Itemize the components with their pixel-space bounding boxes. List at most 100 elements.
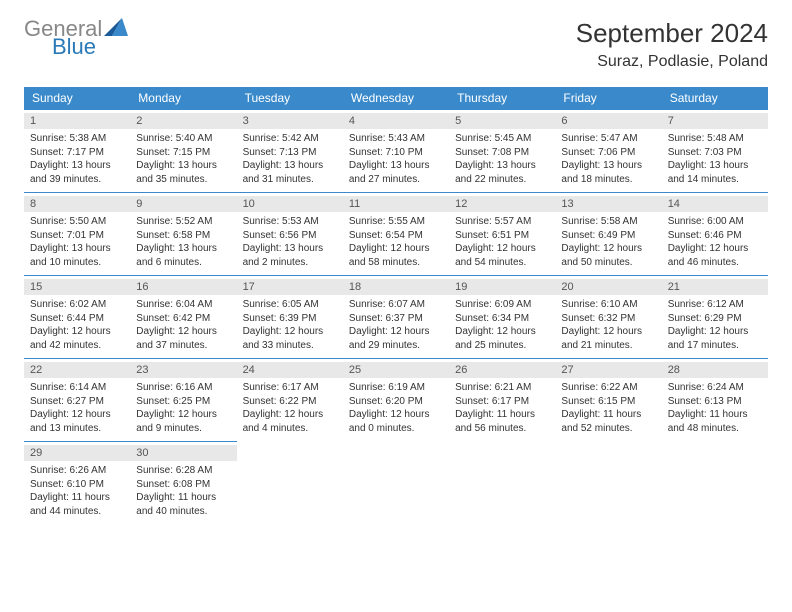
day-number: 27	[555, 362, 661, 378]
day-info: Sunrise: 6:24 AMSunset: 6:13 PMDaylight:…	[668, 381, 762, 435]
calendar-body: 1 Sunrise: 5:38 AMSunset: 7:17 PMDaylight…	[24, 110, 768, 525]
day-cell: 12 Sunrise: 5:57 AMSunset: 6:51 PMDayligh…	[449, 193, 555, 276]
day-info: Sunrise: 6:19 AMSunset: 6:20 PMDaylight:…	[349, 381, 443, 435]
day-number: 24	[237, 362, 343, 378]
day-cell: 9 Sunrise: 5:52 AMSunset: 6:58 PMDaylight…	[130, 193, 236, 276]
day-cell	[555, 442, 661, 525]
day-number: 19	[449, 279, 555, 295]
day-cell: 29 Sunrise: 6:26 AMSunset: 6:10 PMDayligh…	[24, 442, 130, 525]
week-row: 15 Sunrise: 6:02 AMSunset: 6:44 PMDayligh…	[24, 276, 768, 359]
day-number: 15	[24, 279, 130, 295]
day-info: Sunrise: 5:43 AMSunset: 7:10 PMDaylight:…	[349, 132, 443, 186]
day-info: Sunrise: 5:42 AMSunset: 7:13 PMDaylight:…	[243, 132, 337, 186]
day-cell: 2 Sunrise: 5:40 AMSunset: 7:15 PMDaylight…	[130, 110, 236, 193]
day-header: Saturday	[662, 87, 768, 110]
day-cell: 20Sunrise: 6:10 AMSunset: 6:32 PMDayligh…	[555, 276, 661, 359]
day-cell	[662, 442, 768, 525]
day-info: Sunrise: 5:45 AMSunset: 7:08 PMDaylight:…	[455, 132, 549, 186]
week-row: 29 Sunrise: 6:26 AMSunset: 6:10 PMDayligh…	[24, 442, 768, 525]
day-info: Sunrise: 6:12 AMSunset: 6:29 PMDaylight:…	[668, 298, 762, 352]
day-cell: 19 Sunrise: 6:09 AMSunset: 6:34 PMDayligh…	[449, 276, 555, 359]
month-title: September 2024	[576, 18, 768, 49]
day-info: Sunrise: 5:58 AMSunset: 6:49 PMDaylight:…	[561, 215, 655, 269]
day-info: Sunrise: 5:38 AMSunset: 7:17 PMDaylight:…	[30, 132, 124, 186]
day-number: 6	[555, 113, 661, 129]
day-number: 28	[662, 362, 768, 378]
day-number: 29	[24, 445, 130, 461]
day-cell: 22 Sunrise: 6:14 AMSunset: 6:27 PMDayligh…	[24, 359, 130, 442]
header-region: General Blue September 2024 Suraz, Podla…	[24, 18, 768, 71]
day-cell	[449, 442, 555, 525]
day-cell: 13 Sunrise: 5:58 AMSunset: 6:49 PMDayligh…	[555, 193, 661, 276]
day-number: 9	[130, 196, 236, 212]
day-info: Sunrise: 5:52 AMSunset: 6:58 PMDaylight:…	[136, 215, 230, 269]
day-number: 12	[449, 196, 555, 212]
day-info: Sunrise: 6:07 AMSunset: 6:37 PMDaylight:…	[349, 298, 443, 352]
location-text: Suraz, Podlasie, Poland	[576, 53, 768, 71]
day-info: Sunrise: 6:17 AMSunset: 6:22 PMDaylight:…	[243, 381, 337, 435]
day-cell: 3Sunrise: 5:42 AMSunset: 7:13 PMDaylight…	[237, 110, 343, 193]
day-info: Sunrise: 6:14 AMSunset: 6:27 PMDaylight:…	[30, 381, 124, 435]
day-info: Sunrise: 6:02 AMSunset: 6:44 PMDaylight:…	[30, 298, 124, 352]
day-header: Monday	[130, 87, 236, 110]
day-number: 5	[449, 113, 555, 129]
day-cell: 7 Sunrise: 5:48 AMSunset: 7:03 PMDaylight…	[662, 110, 768, 193]
day-header: Tuesday	[237, 87, 343, 110]
day-number: 16	[130, 279, 236, 295]
day-info: Sunrise: 6:26 AMSunset: 6:10 PMDaylight:…	[30, 464, 124, 518]
day-cell	[237, 442, 343, 525]
day-cell: 5 Sunrise: 5:45 AMSunset: 7:08 PMDaylight…	[449, 110, 555, 193]
day-cell: 11 Sunrise: 5:55 AMSunset: 6:54 PMDayligh…	[343, 193, 449, 276]
day-cell: 6 Sunrise: 5:47 AMSunset: 7:06 PMDaylight…	[555, 110, 661, 193]
day-cell: 30Sunrise: 6:28 AMSunset: 6:08 PMDayligh…	[130, 442, 236, 525]
day-info: Sunrise: 5:53 AMSunset: 6:56 PMDaylight:…	[243, 215, 337, 269]
day-info: Sunrise: 6:28 AMSunset: 6:08 PMDaylight:…	[136, 464, 230, 518]
day-info: Sunrise: 5:47 AMSunset: 7:06 PMDaylight:…	[561, 132, 655, 186]
day-header: Thursday	[449, 87, 555, 110]
day-number: 10	[237, 196, 343, 212]
day-header: Sunday	[24, 87, 130, 110]
day-number: 23	[130, 362, 236, 378]
day-cell: 21 Sunrise: 6:12 AMSunset: 6:29 PMDayligh…	[662, 276, 768, 359]
day-cell: 8Sunrise: 5:50 AMSunset: 7:01 PMDaylight…	[24, 193, 130, 276]
day-number: 17	[237, 279, 343, 295]
day-number: 2	[130, 113, 236, 129]
day-number: 8	[24, 196, 130, 212]
week-row: 1 Sunrise: 5:38 AMSunset: 7:17 PMDaylight…	[24, 110, 768, 193]
day-cell: 4Sunrise: 5:43 AMSunset: 7:10 PMDaylight…	[343, 110, 449, 193]
day-header-row: SundayMondayTuesdayWednesdayThursdayFrid…	[24, 87, 768, 110]
day-cell: 1 Sunrise: 5:38 AMSunset: 7:17 PMDaylight…	[24, 110, 130, 193]
day-number: 25	[343, 362, 449, 378]
day-cell: 24 Sunrise: 6:17 AMSunset: 6:22 PMDayligh…	[237, 359, 343, 442]
day-number: 18	[343, 279, 449, 295]
day-number: 21	[662, 279, 768, 295]
day-info: Sunrise: 6:00 AMSunset: 6:46 PMDaylight:…	[668, 215, 762, 269]
day-number: 7	[662, 113, 768, 129]
day-info: Sunrise: 5:40 AMSunset: 7:15 PMDaylight:…	[136, 132, 230, 186]
day-cell: 28 Sunrise: 6:24 AMSunset: 6:13 PMDayligh…	[662, 359, 768, 442]
day-number: 26	[449, 362, 555, 378]
day-number: 13	[555, 196, 661, 212]
day-info: Sunrise: 6:21 AMSunset: 6:17 PMDaylight:…	[455, 381, 549, 435]
day-info: Sunrise: 6:16 AMSunset: 6:25 PMDaylight:…	[136, 381, 230, 435]
day-cell: 10 Sunrise: 5:53 AMSunset: 6:56 PMDayligh…	[237, 193, 343, 276]
day-cell: 26 Sunrise: 6:21 AMSunset: 6:17 PMDayligh…	[449, 359, 555, 442]
day-info: Sunrise: 5:57 AMSunset: 6:51 PMDaylight:…	[455, 215, 549, 269]
day-cell: 16 Sunrise: 6:04 AMSunset: 6:42 PMDayligh…	[130, 276, 236, 359]
day-cell	[343, 442, 449, 525]
day-number: 14	[662, 196, 768, 212]
day-info: Sunrise: 6:05 AMSunset: 6:39 PMDaylight:…	[243, 298, 337, 352]
day-header: Wednesday	[343, 87, 449, 110]
day-info: Sunrise: 6:09 AMSunset: 6:34 PMDaylight:…	[455, 298, 549, 352]
day-number: 20	[555, 279, 661, 295]
day-cell: 27Sunrise: 6:22 AMSunset: 6:15 PMDayligh…	[555, 359, 661, 442]
logo-word2: Blue	[52, 36, 128, 58]
day-number: 22	[24, 362, 130, 378]
day-info: Sunrise: 6:04 AMSunset: 6:42 PMDaylight:…	[136, 298, 230, 352]
day-number: 1	[24, 113, 130, 129]
day-info: Sunrise: 5:55 AMSunset: 6:54 PMDaylight:…	[349, 215, 443, 269]
day-info: Sunrise: 5:48 AMSunset: 7:03 PMDaylight:…	[668, 132, 762, 186]
day-number: 11	[343, 196, 449, 212]
calendar-table: SundayMondayTuesdayWednesdayThursdayFrid…	[24, 87, 768, 524]
day-cell: 25 Sunrise: 6:19 AMSunset: 6:20 PMDayligh…	[343, 359, 449, 442]
